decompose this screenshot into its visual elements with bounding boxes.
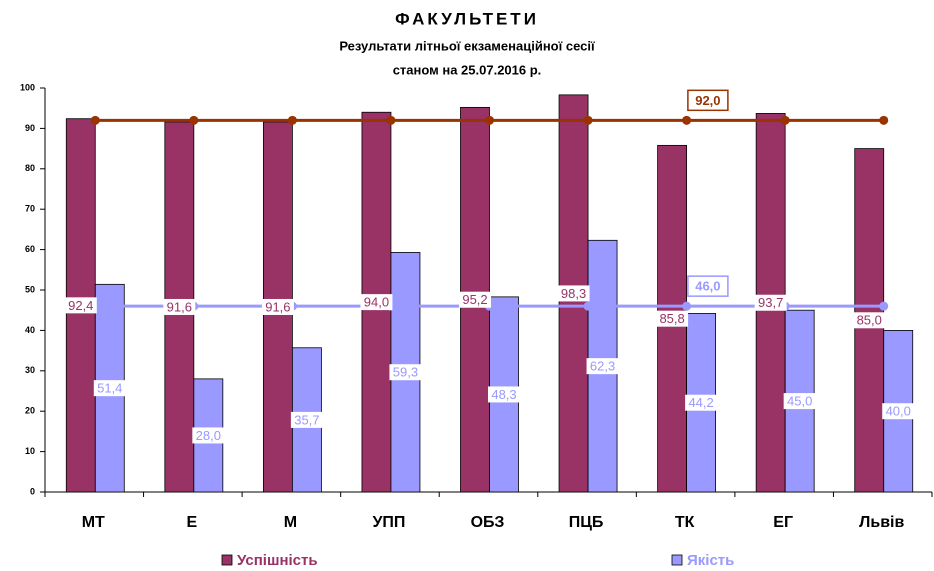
value-label-bg [853, 312, 886, 329]
y-tick-label: 0 [30, 486, 35, 496]
average-marker [485, 115, 494, 125]
value-label: 44,2 [688, 395, 713, 410]
x-tick-label: ЕГ [773, 514, 793, 531]
value-label: 51,4 [97, 381, 122, 396]
average-label: 46,0 [695, 279, 720, 294]
value-label-bg [192, 427, 225, 444]
value-label-bg [261, 298, 294, 315]
y-tick-label: 50 [25, 284, 35, 294]
value-label: 28,0 [196, 428, 221, 443]
y-tick-label: 60 [25, 244, 35, 254]
value-label: 91,6 [167, 299, 192, 314]
value-label: 59,3 [393, 365, 418, 380]
average-label-box [687, 89, 729, 112]
x-tick-label: ТК [675, 514, 695, 531]
value-label-bg [685, 394, 718, 411]
value-label: 98,3 [561, 286, 586, 301]
value-label: 35,7 [294, 412, 319, 427]
average-label-box [687, 275, 729, 297]
value-label: 94,0 [364, 295, 389, 310]
x-tick-label: ОБЗ [471, 514, 505, 531]
x-tick-label: Е [186, 514, 197, 531]
chart-title: ФАКУЛЬТЕТИ [395, 9, 539, 28]
average-marker [879, 115, 889, 125]
chart-subtitle: Результати літньої екзаменаційної сесії [339, 38, 595, 53]
y-tick-label: 20 [25, 406, 35, 416]
value-label-bg [488, 386, 520, 403]
x-tick-label: УПП [372, 514, 405, 531]
value-label: 85,0 [857, 313, 882, 328]
value-label-bg [459, 291, 491, 308]
legend-label: Успішність [237, 552, 318, 569]
value-label-bg [557, 285, 590, 302]
average-marker [287, 115, 297, 125]
average-marker [189, 115, 199, 125]
value-label-bg [93, 380, 126, 397]
value-label-bg [360, 294, 393, 311]
value-label-bg [783, 393, 816, 410]
average-marker [780, 115, 790, 125]
average-marker [879, 301, 889, 311]
average-marker [583, 301, 593, 311]
average-marker [583, 115, 593, 125]
average-marker [90, 115, 100, 125]
y-tick-label: 10 [25, 446, 35, 456]
value-label-bg [64, 297, 97, 314]
average-marker [386, 115, 396, 125]
value-label-bg [389, 364, 422, 381]
x-tick-label: МТ [82, 514, 105, 531]
average-marker [682, 115, 692, 125]
value-label: 48,3 [491, 387, 516, 402]
x-tick-label: ПЦБ [569, 514, 604, 531]
value-label: 40,0 [886, 404, 911, 419]
value-label: 91,6 [265, 299, 290, 314]
value-label: 62,3 [590, 359, 615, 374]
value-label: 85,8 [659, 311, 684, 326]
x-tick-label: Львів [859, 514, 904, 531]
value-label: 92,4 [68, 298, 93, 313]
average-marker [682, 301, 692, 311]
value-label: 93,7 [758, 295, 783, 310]
y-tick-label: 90 [25, 123, 35, 133]
y-tick-label: 70 [25, 204, 35, 214]
value-label-bg [163, 298, 196, 315]
value-label-bg [290, 411, 323, 428]
value-label: 45,0 [787, 394, 812, 409]
value-label: 95,2 [462, 292, 487, 307]
y-tick-label: 30 [25, 365, 35, 375]
legend-label: Якість [687, 552, 734, 569]
x-tick-label: М [284, 514, 297, 531]
y-tick-label: 80 [25, 163, 35, 173]
value-label-bg [882, 403, 915, 420]
chart-subtitle: станом на 25.07.2016 р. [393, 62, 542, 77]
legend-swatch [671, 554, 683, 566]
average-label: 92,0 [695, 93, 720, 108]
legend-swatch [221, 554, 233, 566]
value-label-bg [656, 310, 689, 327]
value-label-bg [754, 294, 787, 311]
y-tick-label: 100 [20, 82, 35, 92]
y-tick-label: 40 [25, 325, 35, 335]
value-label-bg [586, 358, 619, 375]
